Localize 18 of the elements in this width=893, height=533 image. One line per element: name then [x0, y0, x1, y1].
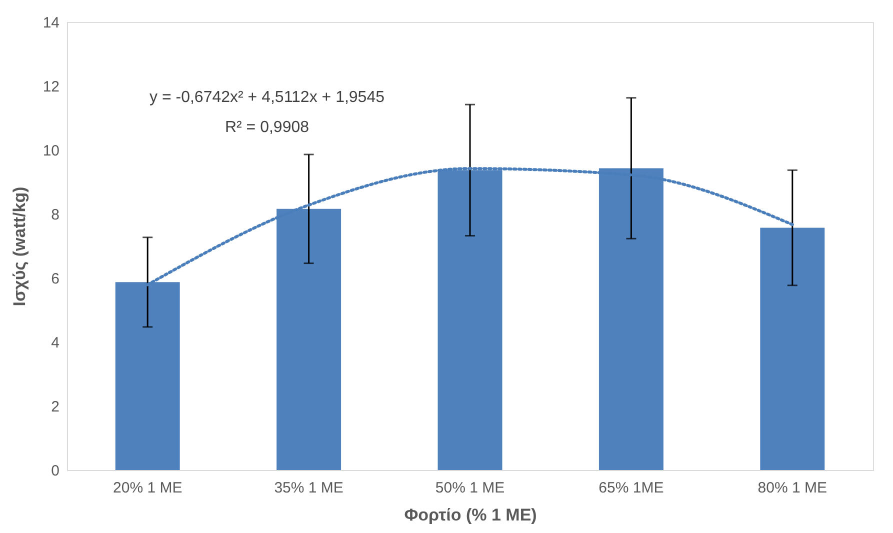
y-tick-label: 6 [51, 270, 60, 288]
y-tick-label: 12 [42, 78, 60, 96]
x-tick-label: 65% 1ΜΕ [598, 480, 664, 496]
x-tick-label: 20% 1 ΜΕ [113, 480, 182, 496]
annotation: R² = 0,9908 [224, 119, 310, 136]
y-tick-label: 14 [42, 14, 60, 32]
annotation: y = -0,6742x² + 4,5112x + 1,9545 [150, 89, 385, 106]
x-tick-label: 35% 1 ΜΕ [274, 480, 344, 496]
x-tick-label: 80% 1 ΜΕ [758, 480, 827, 496]
y-tick-label: 4 [51, 334, 60, 352]
y-tick-label: 8 [51, 206, 60, 224]
y-tick-label: 10 [42, 142, 60, 160]
y-axis-title: Ισχύς (watt/kg) [10, 186, 29, 306]
y-tick-label: 0 [51, 462, 60, 480]
x-tick-label: 50% 1 ΜΕ [435, 480, 505, 496]
x-axis-title: Φορτίο (% 1 ΜΕ) [404, 506, 537, 524]
y-tick-label: 2 [51, 398, 60, 416]
bar [760, 228, 825, 470]
